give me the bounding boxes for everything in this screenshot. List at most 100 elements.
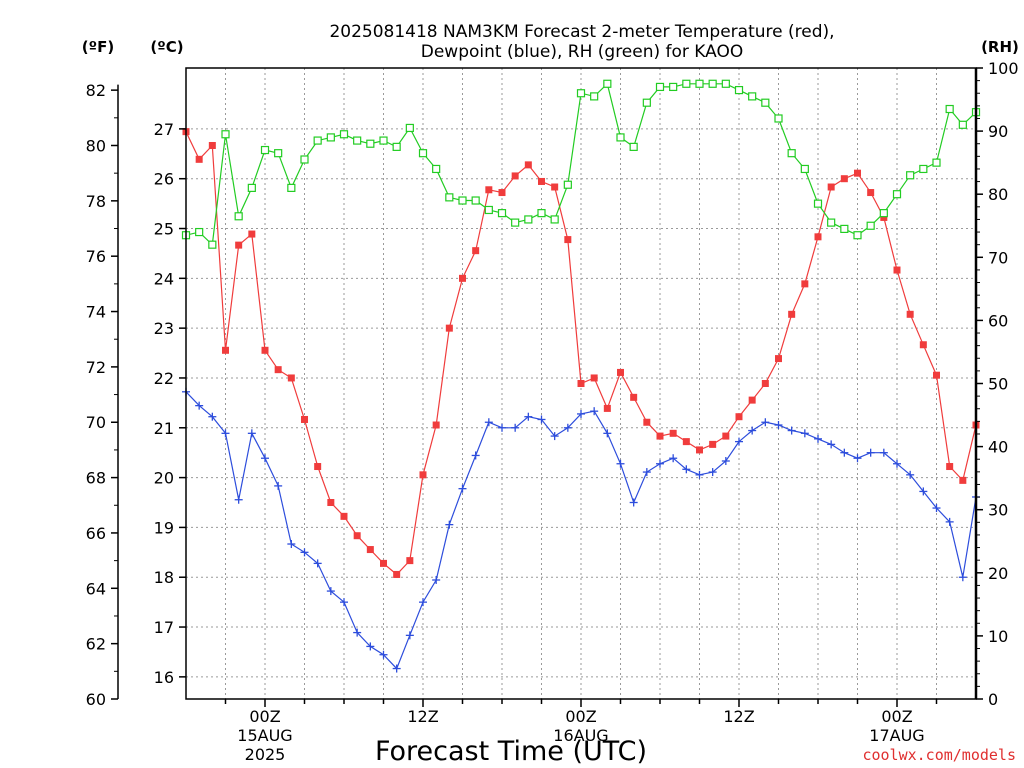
rh-tick-label: 10 bbox=[988, 627, 1008, 646]
rh-point bbox=[958, 120, 967, 129]
temperature-point bbox=[248, 230, 256, 238]
rh-tick-label: 70 bbox=[988, 248, 1008, 267]
rh-point bbox=[945, 104, 954, 114]
temperature-point bbox=[406, 557, 414, 565]
temperature-point bbox=[301, 415, 308, 423]
temperature-point bbox=[353, 532, 361, 540]
temperature-point bbox=[643, 418, 651, 426]
rh-point bbox=[919, 164, 928, 174]
dewpoint-point bbox=[537, 415, 546, 424]
dewpoint-point bbox=[629, 498, 638, 507]
temperature-point bbox=[669, 429, 677, 437]
f-tick-label: 80 bbox=[86, 136, 106, 155]
temperature-point bbox=[748, 396, 756, 404]
rh-point bbox=[576, 89, 586, 98]
rh-point bbox=[774, 114, 783, 123]
dewpoint-point bbox=[656, 459, 664, 468]
x-tick-label: 00Z bbox=[249, 707, 280, 726]
temperature-point bbox=[445, 324, 453, 332]
dewpoint-point bbox=[234, 495, 243, 504]
temperature-point bbox=[564, 236, 572, 244]
temperature-point bbox=[761, 380, 769, 387]
rh-point bbox=[208, 240, 217, 249]
c-tick-label: 24 bbox=[154, 269, 174, 288]
dewpoint-point bbox=[366, 642, 375, 651]
dewpoint-point bbox=[195, 401, 204, 410]
c-tick-label: 25 bbox=[154, 220, 174, 239]
rh-point bbox=[274, 149, 283, 158]
rh-point bbox=[840, 224, 849, 234]
dewpoint-point bbox=[919, 487, 928, 496]
rh-point bbox=[247, 183, 256, 192]
dewpoint-point bbox=[261, 454, 269, 463]
rh-point bbox=[655, 82, 665, 92]
temperature-point bbox=[775, 355, 782, 363]
c-tick-label: 19 bbox=[154, 518, 174, 537]
rh-point bbox=[563, 180, 572, 189]
dewpoint-point bbox=[484, 418, 493, 427]
dewpoint-point bbox=[761, 418, 770, 427]
dewpoint-point bbox=[287, 540, 296, 549]
temperature-point bbox=[827, 183, 835, 191]
rh-point bbox=[432, 164, 441, 174]
temperature-point bbox=[459, 274, 466, 282]
dewpoint-point bbox=[511, 423, 520, 432]
dewpoint-point bbox=[603, 429, 612, 438]
rh-point bbox=[708, 79, 717, 88]
x-tick-year-label: 2025 bbox=[245, 745, 286, 764]
rh-point bbox=[392, 142, 401, 151]
dewpoint-point bbox=[208, 412, 217, 421]
temperature-point bbox=[682, 438, 690, 446]
rh-point bbox=[892, 190, 902, 199]
temperature-point bbox=[511, 172, 519, 180]
temperature-point bbox=[919, 341, 927, 349]
temperature-point bbox=[287, 374, 295, 382]
rh-point bbox=[326, 133, 335, 142]
rh-tick-label: 20 bbox=[988, 564, 1008, 583]
temperature-point bbox=[880, 213, 888, 221]
dewpoint-point bbox=[498, 423, 506, 432]
rh-point bbox=[471, 196, 480, 205]
dewpoint-point bbox=[708, 468, 717, 477]
rh-point bbox=[339, 130, 349, 139]
dewpoint-point bbox=[340, 598, 348, 607]
dewpoint-point bbox=[906, 470, 915, 479]
dewpoint-point bbox=[800, 429, 809, 438]
rh-tick-label: 30 bbox=[988, 501, 1008, 520]
dewpoint-point bbox=[748, 426, 757, 435]
temperature-point bbox=[419, 471, 427, 479]
x-axis-label: Forecast Time (UTC) bbox=[375, 736, 647, 767]
temperature-point bbox=[906, 310, 914, 318]
f-tick-label: 72 bbox=[86, 358, 106, 377]
temperature-point bbox=[274, 366, 282, 374]
temperature-point bbox=[630, 393, 638, 401]
x-tick-label: 00Z bbox=[881, 707, 912, 726]
dewpoint-point bbox=[866, 448, 875, 457]
rh-point bbox=[550, 215, 559, 224]
c-tick-label: 20 bbox=[154, 469, 174, 488]
temperature-point bbox=[959, 476, 967, 484]
rh-tick-label: 50 bbox=[988, 375, 1008, 394]
temperature-point bbox=[340, 512, 348, 520]
x-tick-label: 00Z bbox=[565, 707, 596, 726]
dewpoint-point bbox=[879, 448, 888, 457]
x-tick-date-label: 15AUG bbox=[237, 726, 292, 745]
f-tick-label: 70 bbox=[86, 413, 106, 432]
temperature-point bbox=[195, 155, 203, 163]
rh-point bbox=[287, 183, 296, 192]
temperature-point bbox=[485, 186, 493, 194]
temperature-point bbox=[222, 346, 229, 354]
dewpoint-point bbox=[893, 459, 901, 468]
rh-point bbox=[524, 215, 533, 224]
c-tick-label: 23 bbox=[154, 319, 174, 338]
temperature-point bbox=[854, 169, 861, 177]
rh-point bbox=[748, 92, 757, 101]
rh-point bbox=[616, 133, 625, 142]
rh-point bbox=[511, 218, 520, 227]
dewpoint-point bbox=[458, 484, 467, 493]
rh-point bbox=[906, 171, 915, 180]
rh-tick-label: 0 bbox=[988, 690, 998, 709]
dewpoint-point bbox=[669, 454, 678, 463]
dewpoint-point bbox=[945, 517, 954, 526]
